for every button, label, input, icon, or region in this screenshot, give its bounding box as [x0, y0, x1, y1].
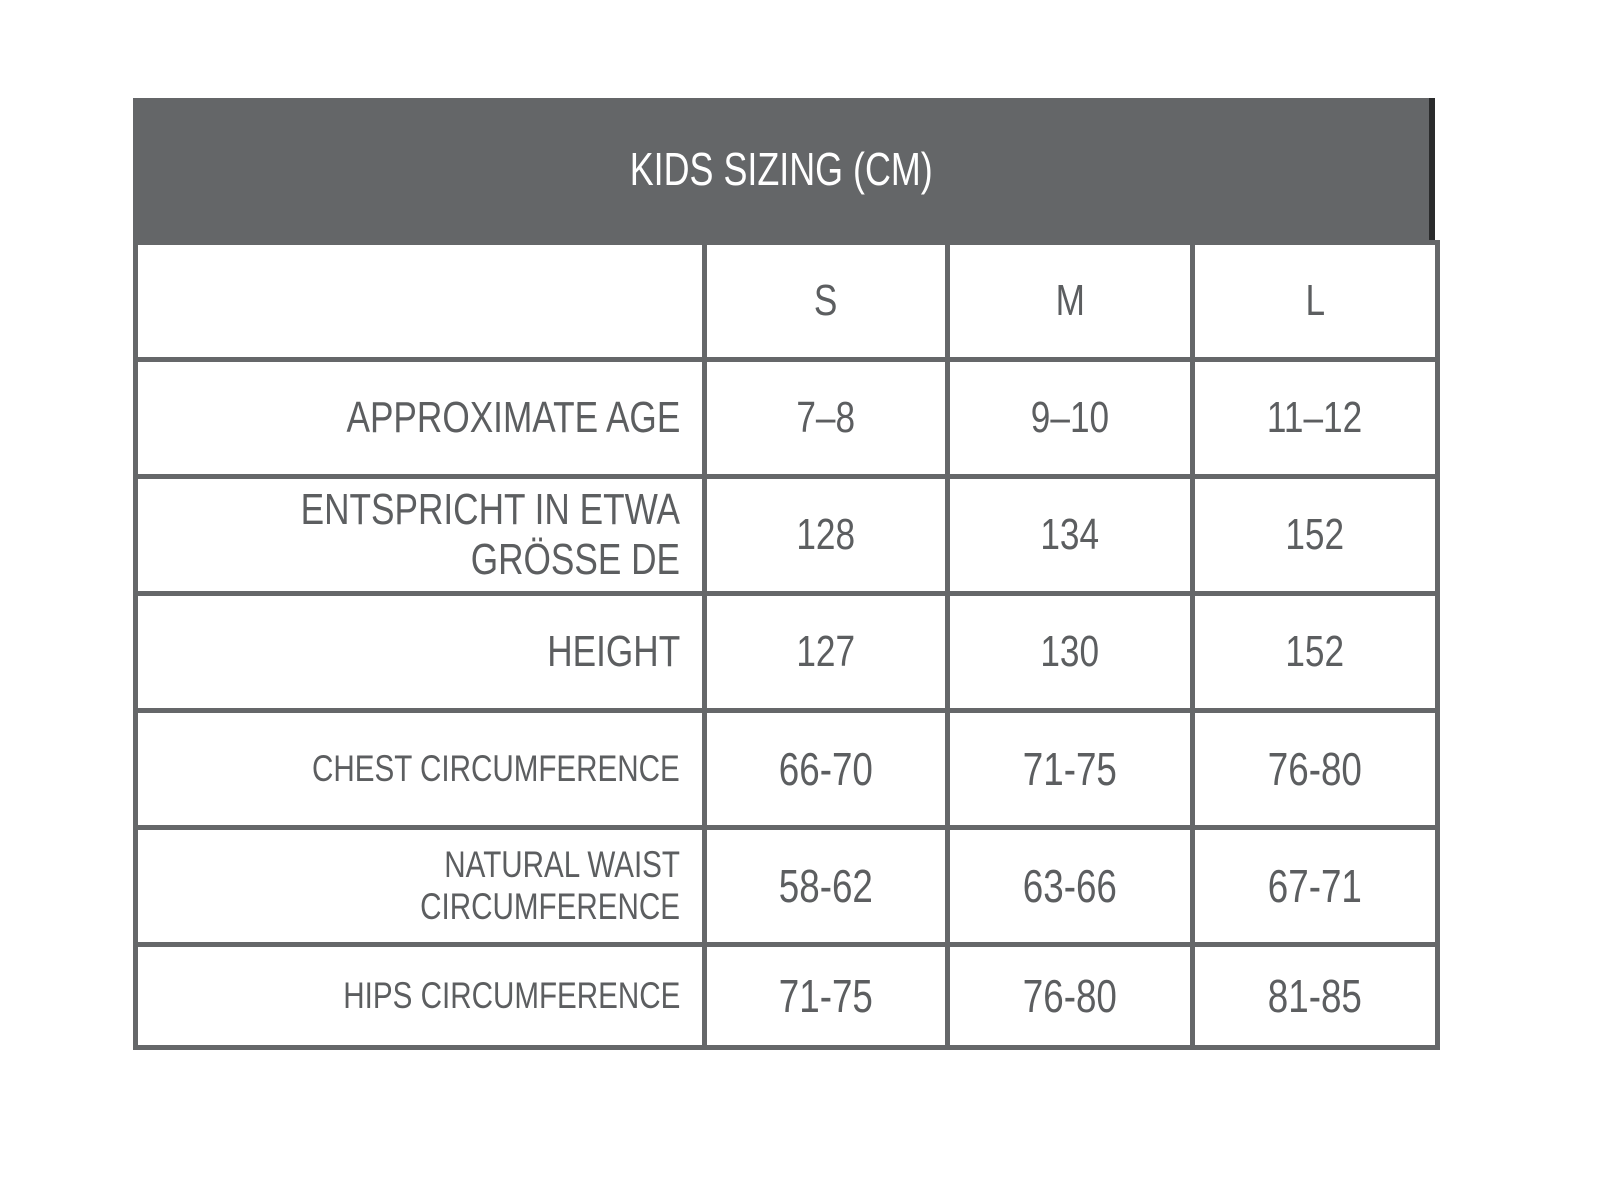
row-label: HIPS CIRCUMFERENCE	[133, 942, 707, 1050]
cell-value: 11–12	[1267, 393, 1363, 442]
cell: 128	[702, 474, 950, 596]
cell-value: 63-66	[1022, 860, 1118, 912]
cell-value: 76-80	[1267, 743, 1363, 795]
cell-value: 58-62	[778, 860, 874, 912]
cell-value: 127	[796, 627, 856, 676]
table-row: HIPS CIRCUMFERENCE 71-75 76-80 81-85	[133, 942, 1440, 1050]
table-row: NATURAL WAIST CIRCUMFERENCE 58-62 63-66 …	[133, 825, 1440, 947]
cell-value: 130	[1040, 627, 1100, 676]
cell: 67-71	[1190, 825, 1440, 947]
row-label-text: NATURAL WAIST CIRCUMFERENCE	[420, 844, 680, 927]
row-label-text: HIPS CIRCUMFERENCE	[342, 975, 680, 1016]
row-label-text: APPROXIMATE AGE	[346, 393, 680, 442]
row-label-text: ENTSPRICHT IN ETWA GRÖSSE DE	[300, 485, 680, 584]
cell: 71-75	[702, 942, 950, 1050]
table-row: ENTSPRICHT IN ETWA GRÖSSE DE 128 134 152	[133, 474, 1440, 596]
cell: 81-85	[1190, 942, 1440, 1050]
cell-value: 81-85	[1267, 970, 1363, 1022]
cell: 134	[945, 474, 1195, 596]
cell: 11–12	[1190, 357, 1440, 479]
cell-value: 71-75	[1022, 743, 1118, 795]
cell-value: 152	[1285, 627, 1345, 676]
cell-value: 7–8	[796, 393, 856, 442]
cell-value: 66-70	[778, 743, 874, 795]
cell: 130	[945, 591, 1195, 713]
cell-value: 128	[796, 510, 856, 559]
cell: 76-80	[1190, 708, 1440, 830]
cell-value: 67-71	[1267, 860, 1363, 912]
cell-value: 134	[1040, 510, 1100, 559]
row-label: NATURAL WAIST CIRCUMFERENCE	[133, 825, 707, 947]
row-label-text: HEIGHT	[547, 627, 680, 676]
header-row: S M L	[133, 240, 1440, 362]
table-row: CHEST CIRCUMFERENCE 66-70 71-75 76-80	[133, 708, 1440, 830]
table-title-bar: KIDS SIZING (CM)	[133, 98, 1435, 240]
column-header-m: M	[945, 240, 1195, 362]
cell: 76-80	[945, 942, 1195, 1050]
size-grid: S M L APPROXIMATE AGE 7–8 9–10 11–12 ENT…	[133, 240, 1440, 1050]
table-title: KIDS SIZING (CM)	[629, 143, 933, 195]
row-label-text: CHEST CIRCUMFERENCE	[312, 748, 680, 789]
cell-value: 152	[1285, 510, 1345, 559]
row-label: CHEST CIRCUMFERENCE	[133, 708, 707, 830]
column-header-l: L	[1190, 240, 1440, 362]
header-empty-cell	[133, 240, 707, 362]
header-label: M	[1055, 276, 1085, 325]
header-label: L	[1305, 276, 1325, 325]
table-row: APPROXIMATE AGE 7–8 9–10 11–12	[133, 357, 1440, 479]
cell-value: 76-80	[1022, 970, 1118, 1022]
cell: 9–10	[945, 357, 1195, 479]
cell: 66-70	[702, 708, 950, 830]
row-label: APPROXIMATE AGE	[133, 357, 707, 479]
cell: 127	[702, 591, 950, 713]
cell: 71-75	[945, 708, 1195, 830]
cell: 152	[1190, 474, 1440, 596]
cell: 7–8	[702, 357, 950, 479]
row-label: HEIGHT	[133, 591, 707, 713]
header-label: S	[814, 276, 838, 325]
cell: 63-66	[945, 825, 1195, 947]
cell: 58-62	[702, 825, 950, 947]
column-header-s: S	[702, 240, 950, 362]
sizing-table: KIDS SIZING (CM) S M L APPROXIMATE AGE 7…	[133, 98, 1440, 1050]
table-row: HEIGHT 127 130 152	[133, 591, 1440, 713]
row-label: ENTSPRICHT IN ETWA GRÖSSE DE	[133, 474, 707, 596]
cell-value: 9–10	[1030, 393, 1110, 442]
cell: 152	[1190, 591, 1440, 713]
cell-value: 71-75	[778, 970, 874, 1022]
